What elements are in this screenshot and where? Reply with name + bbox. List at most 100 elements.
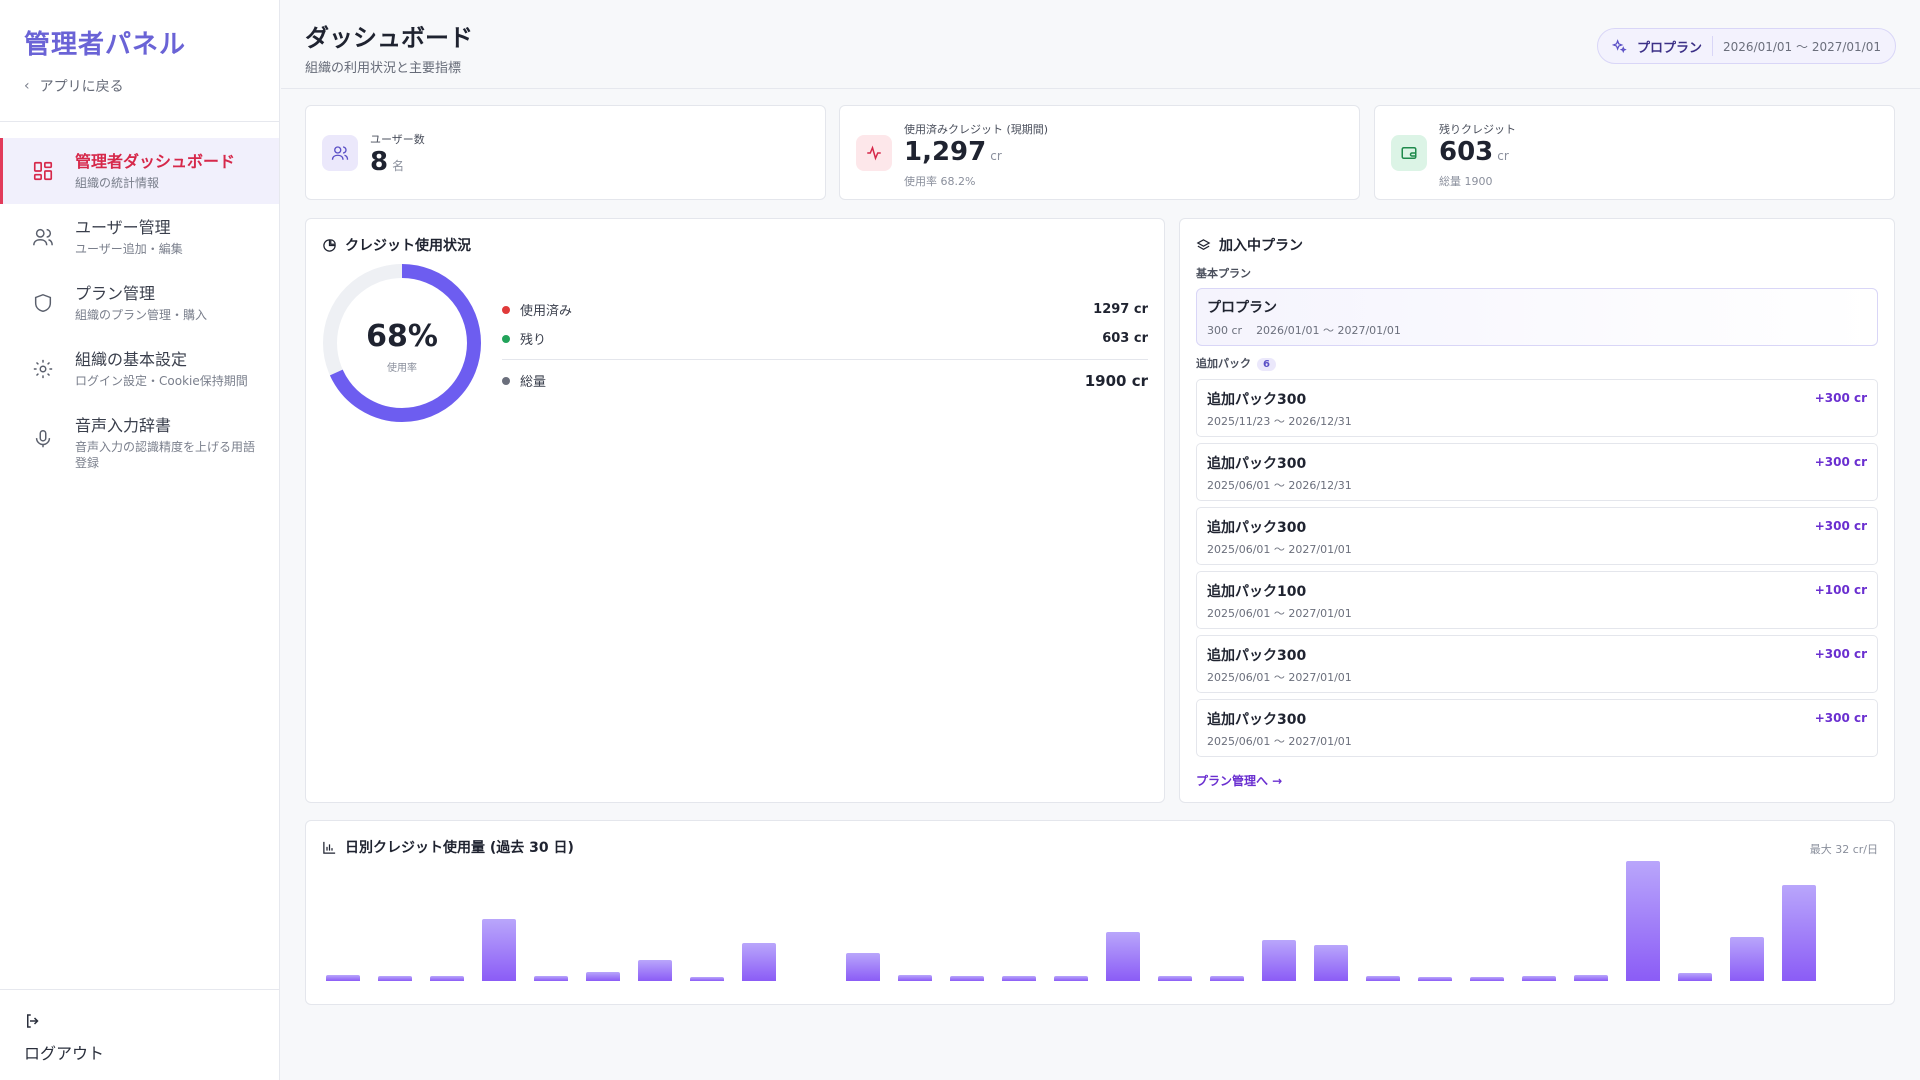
sidebar-item-voice-dictionary[interactable]: 音声入力辞書 音声入力の認識精度を上げる用語登録	[0, 402, 279, 486]
pack-period: 2025/06/01 〜 2026/12/31	[1207, 479, 1352, 492]
plan-badge: プロプラン 2026/01/01 〜 2027/01/01	[1597, 28, 1896, 64]
base-plan-meta: 300 cr 2026/01/01 〜 2027/01/01	[1207, 322, 1415, 338]
chart-bar	[586, 972, 620, 981]
microphone-icon	[35, 430, 51, 448]
chart-bar	[1418, 977, 1452, 981]
stat-label: ユーザー数	[370, 133, 425, 146]
sidebar-item-user-management[interactable]: ユーザー管理 ユーザー追加・編集	[0, 204, 279, 270]
sidebar-item-org-settings[interactable]: 組織の基本設定 ログイン設定・Cookie保持期間	[0, 336, 279, 402]
plan-card-title: 加入中プラン	[1196, 235, 1303, 255]
wallet-icon	[1391, 135, 1427, 171]
pack-credit: +300 cr	[1814, 647, 1867, 661]
users-icon	[33, 228, 53, 246]
pack-name: 追加パック300	[1207, 520, 1307, 536]
legend-remaining: 残り 603 cr	[502, 324, 1148, 353]
plan-badge-name: プロプラン	[1637, 40, 1703, 56]
chart-bar	[638, 960, 672, 981]
sidebar-item-sub: ユーザー追加・編集	[75, 242, 183, 256]
stat-value: 603 cr	[1439, 137, 1516, 171]
legend-divider	[502, 359, 1148, 360]
legend-label: 総量	[520, 375, 547, 390]
stat-sub: 総量 1900	[1439, 175, 1493, 188]
sidebar-item-admin-dashboard[interactable]: 管理者ダッシュボード 組織の統計情報	[0, 138, 279, 204]
chart-bar	[1678, 973, 1712, 981]
base-plan-label: 基本プラン	[1196, 267, 1251, 280]
sidebar-item-label: 管理者ダッシュボード	[75, 152, 236, 171]
chart-bar	[1366, 976, 1400, 981]
sidebar-item-label: 組織の基本設定	[75, 350, 188, 369]
chart-bar	[1730, 937, 1764, 981]
chart-bar	[1574, 975, 1608, 981]
chart-bar	[1782, 885, 1816, 981]
legend-label: 残り	[520, 333, 547, 348]
donut-used-arc	[323, 264, 481, 422]
legend-dot	[502, 376, 510, 385]
pack-name: 追加パック300	[1207, 392, 1307, 408]
chart-bar	[534, 976, 568, 981]
legend-label: 使用済み	[520, 304, 573, 319]
pie-chart-icon	[323, 238, 336, 252]
stat-number: 603	[1439, 137, 1494, 167]
back-to-app-link[interactable]: ‹ アプリに戻る	[24, 76, 124, 96]
sidebar-item-label: 音声入力辞書	[75, 416, 172, 435]
pack-item: 追加パック300 2025/06/01 〜 2027/01/01 +300 cr	[1196, 635, 1878, 693]
chart-bar	[1106, 932, 1140, 981]
sidebar-item-sub: 組織のプラン管理・購入	[75, 308, 208, 322]
daily-usage-title: 日別クレジット使用量 (過去 30 日)	[322, 837, 574, 857]
page-subtitle: 組織の利用状況と主要指標	[305, 61, 462, 76]
legend-value: 603 cr	[1102, 331, 1148, 346]
chart-bar	[846, 953, 880, 981]
pack-period: 2025/06/01 〜 2027/01/01	[1207, 543, 1352, 556]
daily-usage-title-label: 日別クレジット使用量 (過去 30 日)	[345, 840, 574, 856]
page-header: ダッシュボード 組織の利用状況と主要指標 プロプラン 2026/01/01 〜 …	[281, 0, 1920, 89]
pack-name: 追加パック300	[1207, 456, 1307, 472]
stat-card-remaining-credits: 残りクレジット 603 cr 総量 1900	[1374, 105, 1895, 200]
chart-bar	[1522, 976, 1556, 981]
credit-usage-title-label: クレジット使用状況	[345, 238, 471, 254]
usage-percent-label: 使用率	[387, 363, 417, 374]
packs-label: 追加パック 6	[1196, 355, 1276, 371]
logout-button[interactable]: ログアウト	[24, 1012, 104, 1064]
chart-bar	[1158, 976, 1192, 981]
pack-item: 追加パック300 2025/06/01 〜 2027/01/01 +300 cr	[1196, 699, 1878, 757]
plan-badge-separator	[1712, 36, 1714, 56]
credit-legend: 使用済み 1297 cr 残り 603 cr 総量 1900 cr	[502, 295, 1148, 395]
chart-bar	[378, 976, 412, 981]
chart-max-label: 最大 32 cr/日	[1809, 843, 1878, 856]
packs-list: 追加パック300 2025/11/23 〜 2026/12/31 +300 cr 追加…	[1196, 379, 1878, 763]
chart-bar	[898, 975, 932, 981]
legend-total: 総量 1900 cr	[502, 366, 1148, 395]
sidebar-item-sub: 組織の統計情報	[75, 176, 160, 190]
chart-bar	[1626, 861, 1660, 981]
stat-unit: cr	[1497, 149, 1509, 163]
chart-bar	[950, 976, 984, 981]
plan-badge-period: 2026/01/01 〜 2027/01/01	[1723, 39, 1881, 54]
chart-bar	[1210, 976, 1244, 981]
users-icon	[322, 135, 358, 171]
pack-name: 追加パック100	[1207, 584, 1307, 600]
dashboard-icon	[33, 161, 53, 181]
plan-management-link[interactable]: プラン管理へ →	[1196, 774, 1283, 788]
chart-bar	[326, 975, 360, 981]
sidebar-item-label: プラン管理	[75, 284, 156, 303]
stat-unit: 名	[392, 159, 405, 173]
bar-chart-icon	[323, 841, 336, 854]
chart-bar	[1262, 940, 1296, 981]
stat-number: 8	[370, 147, 389, 177]
pack-name: 追加パック300	[1207, 712, 1307, 728]
legend-dot	[502, 305, 510, 314]
pack-credit: +300 cr	[1814, 711, 1867, 725]
chart-bar	[690, 977, 724, 981]
sidebar-item-plan-management[interactable]: プラン管理 組織のプラン管理・購入	[0, 270, 279, 336]
pack-period: 2025/06/01 〜 2027/01/01	[1207, 607, 1352, 620]
legend-value: 1297 cr	[1093, 302, 1148, 317]
pack-credit: +100 cr	[1814, 583, 1867, 597]
stat-label: 使用済みクレジット (現期間)	[904, 123, 1049, 136]
pack-period: 2025/06/01 〜 2027/01/01	[1207, 735, 1352, 748]
stat-value: 1,297 cr	[904, 137, 1048, 171]
usage-percent: 68%	[366, 319, 438, 354]
pack-item: 追加パック300 2025/06/01 〜 2027/01/01 +300 cr	[1196, 507, 1878, 565]
pack-item: 追加パック300 2025/06/01 〜 2026/12/31 +300 cr	[1196, 443, 1878, 501]
credit-usage-donut	[323, 264, 481, 422]
